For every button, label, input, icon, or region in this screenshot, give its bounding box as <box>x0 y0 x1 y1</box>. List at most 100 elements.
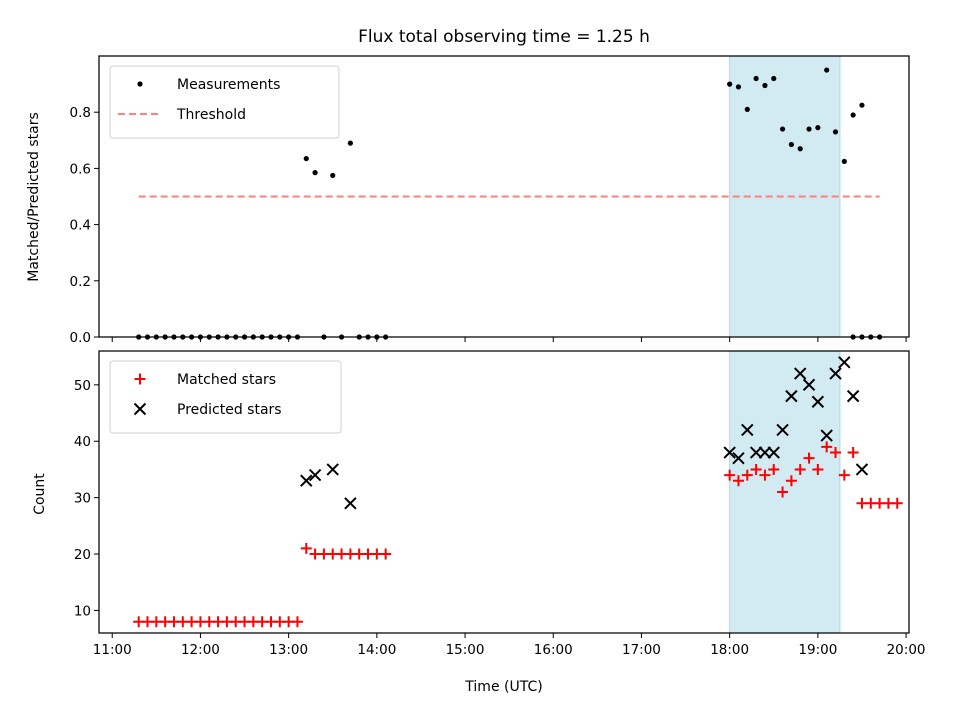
series-predicted-stars <box>300 356 869 510</box>
legend-box <box>109 360 342 434</box>
x-tick-label: 18:00 <box>710 642 749 658</box>
legend-label: Measurements <box>177 77 280 93</box>
data-point <box>727 81 733 87</box>
y-tick-label: 0.0 <box>70 330 91 346</box>
data-point <box>300 542 312 554</box>
data-point <box>759 469 771 481</box>
data-point <box>768 463 780 475</box>
data-point <box>803 452 815 464</box>
data-point <box>841 158 847 164</box>
data-point <box>749 446 763 459</box>
top-y-axis-label: Matched/Predicted stars <box>26 112 42 282</box>
data-point <box>347 140 353 146</box>
y-tick-label: 30 <box>74 491 91 507</box>
data-point <box>815 125 821 131</box>
data-point <box>330 172 336 179</box>
data-point <box>762 82 768 89</box>
data-point <box>771 75 777 82</box>
data-point <box>829 447 841 459</box>
data-point <box>744 106 750 112</box>
data-point <box>832 129 839 135</box>
legend-box <box>109 65 340 139</box>
data-point <box>797 146 803 152</box>
x-tick-label: 12:00 <box>181 642 220 658</box>
y-tick-label: 0.6 <box>70 161 91 177</box>
data-point <box>846 389 860 403</box>
chart-title: Flux total observing time = 1.25 h <box>358 27 650 47</box>
data-point <box>312 170 318 176</box>
data-point <box>776 423 789 437</box>
data-point <box>824 67 830 73</box>
data-point <box>855 463 869 476</box>
data-point <box>724 469 736 481</box>
plot-layer: 0.0 0.2 0.4 0.6 0.8 Measurements Threshold 10 20… <box>70 55 926 658</box>
x-tick-label: 13:00 <box>269 642 308 658</box>
panel-ratio: 0.0 0.2 0.4 0.6 0.8 Measurements Threshold <box>70 55 910 346</box>
x-tick-label: 17:00 <box>622 642 661 658</box>
y-tick-label: 0.8 <box>70 105 91 121</box>
x-tick-label: 15:00 <box>446 642 485 658</box>
bottom-y-axis-label: Count <box>32 473 48 515</box>
data-point <box>821 441 833 453</box>
data-point <box>794 463 806 475</box>
series-matched-stars <box>133 441 903 628</box>
data-point <box>344 497 357 510</box>
data-point <box>802 378 816 392</box>
data-point <box>850 112 856 118</box>
data-point <box>891 497 903 509</box>
data-point <box>785 389 798 403</box>
data-point <box>308 468 322 482</box>
y-tick-label: 0.2 <box>70 274 91 290</box>
x-tick-label: 20:00 <box>887 642 926 658</box>
data-point <box>291 616 303 628</box>
data-point <box>735 84 742 90</box>
data-point <box>785 475 797 487</box>
data-point <box>723 446 736 459</box>
data-point <box>812 463 824 475</box>
data-point <box>806 126 812 132</box>
data-point <box>847 447 859 459</box>
x-tick-label: 16:00 <box>534 642 573 658</box>
y-tick-label: 0.4 <box>70 218 91 234</box>
data-point <box>859 102 865 108</box>
data-point <box>753 75 759 82</box>
data-point <box>811 395 825 408</box>
panel-count: 10 20 30 40 50 11:00 12:00 13:00 14:00 15:00 16:00… <box>74 350 926 658</box>
legend-label: Matched stars <box>177 372 276 388</box>
data-point <box>820 429 833 442</box>
y-tick-label: 40 <box>74 434 91 450</box>
data-point <box>777 486 789 498</box>
data-point <box>750 463 762 475</box>
data-point <box>326 463 339 476</box>
x-tick-label: 14:00 <box>357 642 396 658</box>
x-tick-label: 11:00 <box>93 642 132 658</box>
data-point <box>838 469 850 481</box>
y-tick-label: 50 <box>74 378 91 394</box>
legend-swatch <box>137 81 143 87</box>
data-point <box>779 126 786 132</box>
axes-frame <box>98 55 910 338</box>
x-axis-label: Time (UTC) <box>464 679 542 695</box>
y-tick-label: 10 <box>74 603 91 619</box>
legend: Matched stars Predicted stars <box>109 360 342 434</box>
data-point <box>732 451 745 465</box>
data-point <box>741 469 753 481</box>
legend: Measurements Threshold <box>109 65 340 139</box>
legend-swatch <box>133 402 147 416</box>
data-point <box>741 423 754 437</box>
data-point <box>829 367 842 380</box>
data-point <box>380 548 392 560</box>
legend-label: Threshold <box>176 107 246 123</box>
x-tick-label: 19:00 <box>798 642 837 658</box>
legend-label: Predicted stars <box>177 402 282 418</box>
axes-frame <box>98 350 910 634</box>
data-point <box>788 141 794 148</box>
data-point <box>758 446 772 459</box>
data-point <box>732 475 744 487</box>
data-point <box>303 155 309 162</box>
data-point <box>794 367 807 380</box>
data-point <box>300 474 313 487</box>
y-tick-label: 20 <box>74 547 91 563</box>
legend-swatch <box>134 373 146 385</box>
